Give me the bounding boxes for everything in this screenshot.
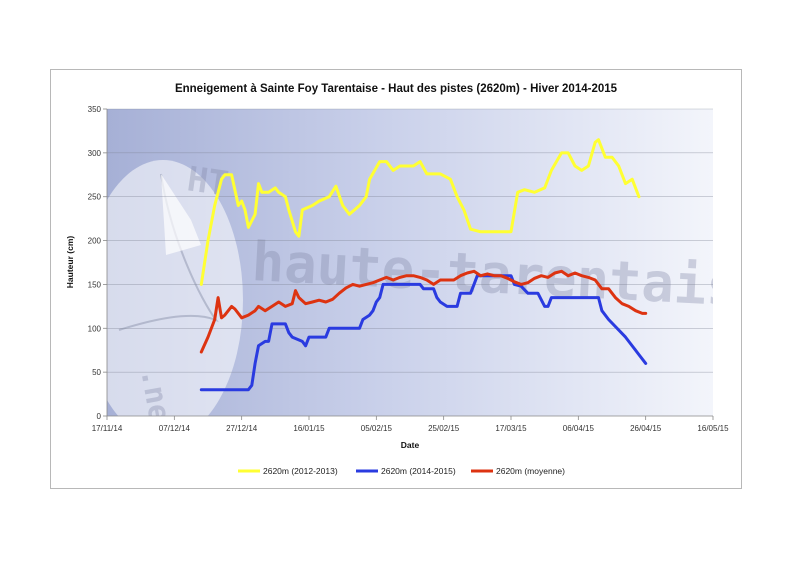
y-tick-label: 350 xyxy=(88,105,102,114)
series-line-1 xyxy=(199,274,648,392)
x-axis-ticks: 17/11/14 07/12/14 27/12/14 16/01/15 05/02/15… xyxy=(92,416,729,433)
series-line-0 xyxy=(199,138,641,286)
series-line-2 xyxy=(199,269,648,354)
y-axis-ticks: 0 50 100 150 200 250 300 350 xyxy=(88,105,107,421)
x-tick-label: 27/12/14 xyxy=(226,424,258,433)
x-tick-label: 17/03/15 xyxy=(495,424,527,433)
legend: 2620m (2012-2013) 2620m (2014-2015) 2620m … xyxy=(238,466,565,476)
gridlines xyxy=(107,108,713,373)
x-tick-label: 05/02/15 xyxy=(361,424,393,433)
legend-label: 2620m (moyenne) xyxy=(496,466,565,476)
y-tick-label: 250 xyxy=(88,193,102,202)
y-tick-label: 200 xyxy=(88,237,102,246)
legend-label: 2620m (2012-2013) xyxy=(263,466,338,476)
x-axis-label: Date xyxy=(401,440,420,450)
x-tick-label: 07/12/14 xyxy=(159,424,191,433)
x-tick-label: 06/04/15 xyxy=(563,424,595,433)
y-tick-label: 50 xyxy=(92,368,101,377)
x-tick-label: 25/02/15 xyxy=(428,424,460,433)
y-tick-label: 300 xyxy=(88,149,102,158)
x-tick-label: 16/01/15 xyxy=(293,424,325,433)
svg-text:HT: HT xyxy=(185,159,231,204)
x-tick-label: 26/04/15 xyxy=(630,424,662,433)
y-tick-label: 100 xyxy=(88,324,102,333)
y-tick-label: 150 xyxy=(88,280,102,289)
x-tick-label: 17/11/14 xyxy=(92,424,123,433)
chart-frame: HT haute-tarentaise.net .net 0 50 100 150 20… xyxy=(50,69,742,489)
y-tick-label: 0 xyxy=(97,412,102,421)
series-lines xyxy=(199,138,648,392)
legend-label: 2620m (2014-2015) xyxy=(381,466,456,476)
x-tick-label: 16/05/15 xyxy=(697,424,729,433)
chart-title: Enneigement à Sainte Foy Tarentaise - Ha… xyxy=(175,83,618,95)
y-axis-label: Hauteur (cm) xyxy=(65,236,75,289)
snow-depth-chart: HT haute-tarentaise.net .net 05010015020… xyxy=(65,83,729,476)
